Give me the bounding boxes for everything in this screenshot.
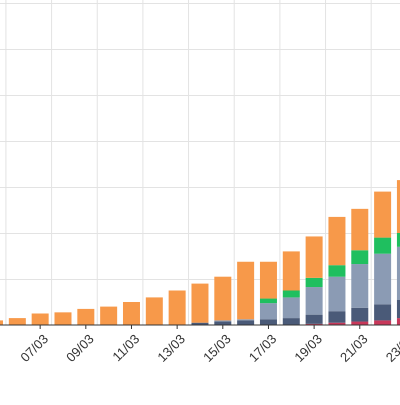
x-tick-label: 07/03 [17,331,51,365]
bar-segment-15-03-s1 [214,321,232,325]
bar-segment-18-03-s4 [282,251,300,291]
bar-segment-12-03-s4 [145,297,163,325]
x-tick-label: 09/03 [63,331,97,365]
bar-segment-20-03-s3 [328,265,346,277]
bar-segment-13-03-s4 [168,290,186,325]
bar-segment-20-03-s4 [328,216,346,266]
bar-segment-14-03-s4 [191,283,209,323]
bar-segment-17-03-s4 [259,261,277,299]
bar-segment-16-03-s2 [237,319,255,321]
bar-segment-21-03-s3 [351,250,369,265]
bar-segment-23-03-s0 [396,318,400,325]
bar-segment-19-03-s0 [305,323,323,325]
bar-segment-23-03-s4 [396,180,400,233]
bar-segment-19-03-s4 [305,236,323,278]
bar-segment-05-03-s4 [0,320,3,325]
bar-segment-16-03-s4 [237,261,255,320]
bar-segment-21-03-s2 [351,264,369,308]
bar-segment-23-03-s1 [396,299,400,319]
bar-segment-18-03-s2 [282,297,300,319]
bar-segment-19-03-s2 [305,287,323,315]
bar-segment-18-03-s1 [282,318,300,325]
grid [0,0,400,325]
bar-segment-22-03-s0 [374,320,392,325]
bar-segment-21-03-s1 [351,307,369,322]
bar-segment-07-03-s4 [31,313,49,325]
bar-segment-20-03-s2 [328,276,346,312]
bar-segment-22-03-s1 [374,304,392,321]
bar-segment-22-03-s2 [374,253,392,305]
bar-segment-20-03-s0 [328,322,346,325]
bar-segment-09-03-s4 [77,308,95,325]
bar-segment-23-03-s3 [396,233,400,247]
bar-segment-16-03-s1 [237,320,255,325]
bar-segment-22-03-s3 [374,237,392,254]
bar-segment-08-03-s4 [54,312,72,325]
bar-segment-17-03-s2 [259,303,277,320]
x-tick-label: 13/03 [154,331,188,365]
x-tick-label: 15/03 [200,331,234,365]
bars [0,180,400,325]
bar-segment-21-03-s0 [351,321,369,325]
bar-segment-19-03-s1 [305,314,323,324]
bar-segment-22-03-s4 [374,191,392,238]
x-tick-labels: 07/03 09/03 11/03 13/03 15/03 17/03 19/03 21/03… [17,325,400,365]
bar-segment-14-03-s1 [191,322,209,325]
bar-segment-17-03-s3 [259,298,277,304]
bar-segment-11-03-s4 [122,302,140,325]
bar-segment-06-03-s4 [8,318,26,325]
bar-segment-21-03-s4 [351,208,369,251]
bar-segment-15-03-s4 [214,276,232,321]
bar-segment-17-03-s1 [259,319,277,325]
x-tick-label: 21/03 [337,331,371,365]
bar-segment-10-03-s4 [100,306,118,325]
bar-segment-20-03-s1 [328,311,346,323]
x-tick-label: 17/03 [246,331,280,365]
x-tick-label: 11/03 [109,331,142,364]
bar-segment-18-03-s3 [282,290,300,298]
bar-segment-23-03-s2 [396,246,400,300]
x-tick-label: 19/03 [291,331,325,365]
bar-segment-15-03-s2 [214,320,232,322]
bar-segment-19-03-s3 [305,277,323,288]
x-tick-label: 23/03 [383,331,400,365]
